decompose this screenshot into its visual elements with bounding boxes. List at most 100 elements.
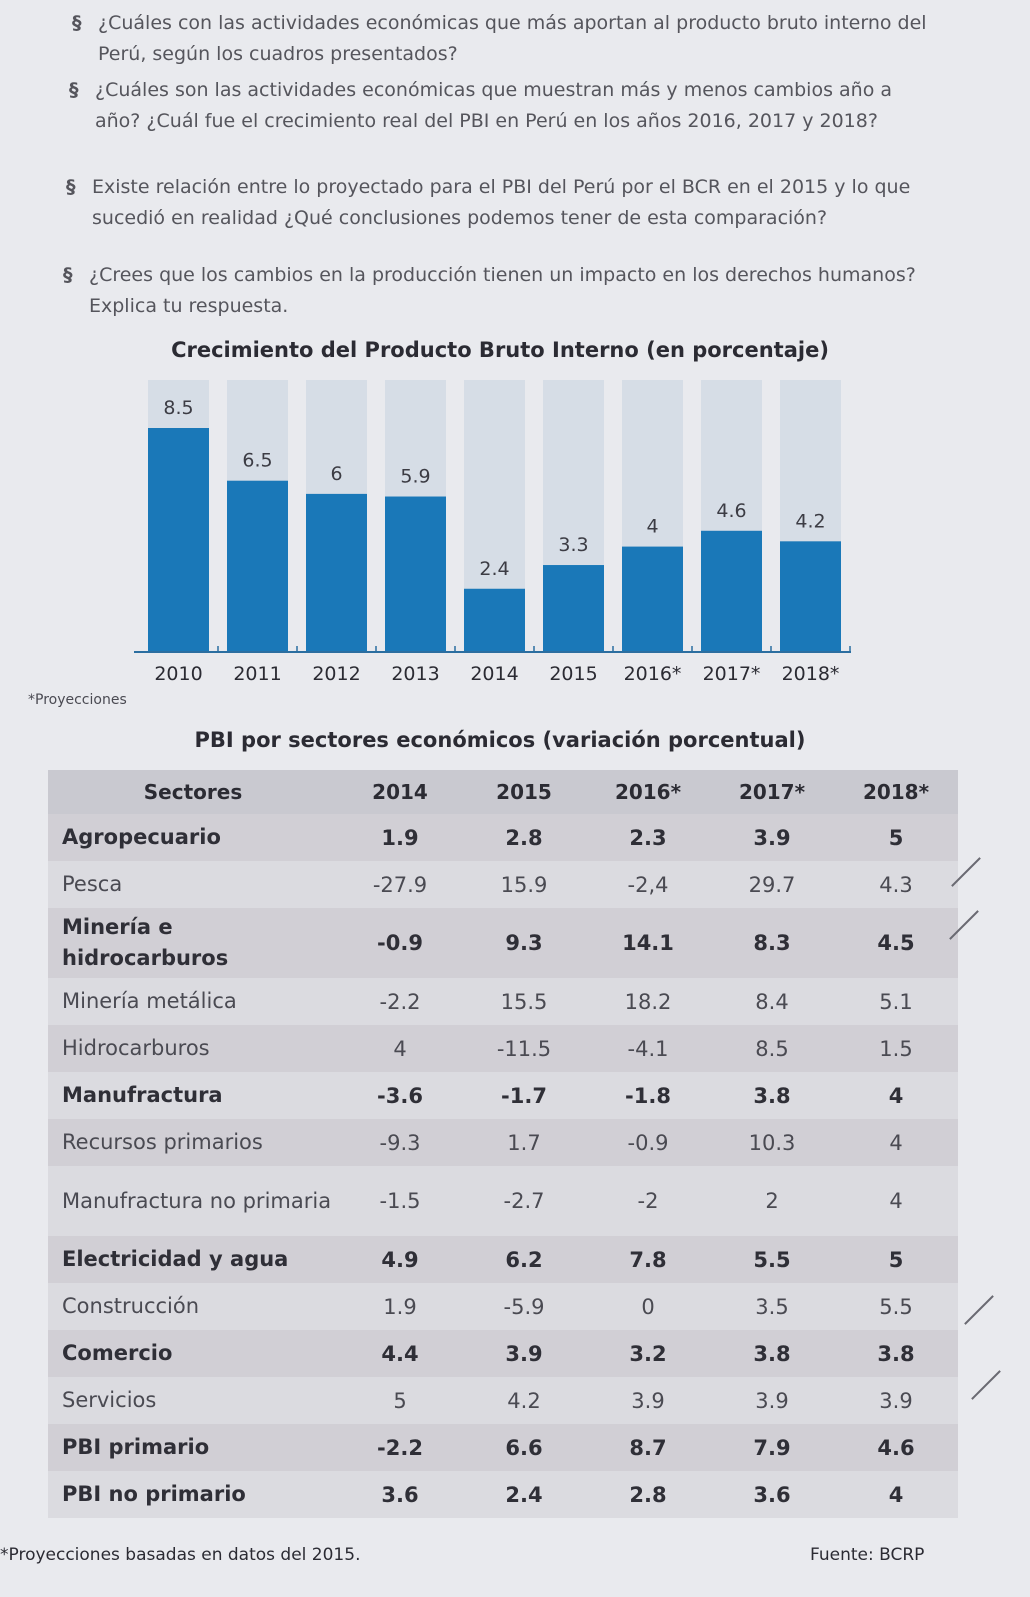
table-cell: -1.8 (625, 1083, 671, 1108)
table-cell: 3.5 (755, 1294, 789, 1319)
table-cell: 3.9 (505, 1341, 543, 1366)
table-cell: 9.3 (505, 931, 543, 955)
table-row: Agropecuario 1.9 2.8 2.3 3.9 5 (48, 814, 958, 861)
chart-note: *Proyecciones (28, 692, 127, 708)
question-2: § ¿Cuáles son las actividades económicas… (69, 75, 935, 137)
table-row: Electricidad y agua 4.9 6.2 7.8 5.5 5 (48, 1236, 958, 1283)
table-cell: 2.8 (629, 1482, 667, 1507)
bar-value-label: 4.6 (716, 500, 746, 522)
question-3-text: Existe relación entre lo proyectado para… (92, 176, 911, 229)
section-bullet: § (72, 12, 82, 34)
table-cell: 6.6 (505, 1435, 543, 1460)
table-cell: 4.6 (877, 1435, 915, 1460)
table-cell: -2,4 (627, 872, 669, 897)
sector-name: Electricidad y agua (62, 1247, 289, 1271)
table-cell: -2.7 (503, 1189, 545, 1213)
bar-2012 (306, 493, 367, 652)
x-tick-label: 2012 (312, 663, 360, 685)
table-cell: 5.5 (879, 1294, 913, 1319)
gdp-growth-bar-chart: 8.5 2010 6.5 2011 6 2012 5.9 2013 2.4 2014 3.3 2015… (134, 380, 851, 685)
sector-name: PBI no primario (62, 1482, 246, 1506)
section-bullet: § (66, 176, 76, 198)
bar-2011 (227, 480, 288, 652)
table-row: PBI no primario 3.6 2.4 2.8 3.6 4 (48, 1471, 958, 1518)
sector-name: Manufractura (62, 1083, 223, 1107)
table-cell: 4.9 (381, 1247, 419, 1272)
table-row: PBI primario -2.2 6.6 8.7 7.9 4.6 (48, 1424, 958, 1471)
table-cell: 15.9 (500, 872, 548, 897)
table-cell: 15.5 (500, 989, 548, 1014)
bar-value-label: 4 (646, 516, 658, 538)
table-row: Pesca -27.9 15.9 -2,4 29.7 4.3 (48, 861, 958, 908)
chart-title: Crecimiento del Producto Bruto Interno (… (171, 338, 829, 362)
header-year: 2017* (738, 780, 806, 804)
table-cell: 4 (888, 1482, 904, 1507)
table-cell: 18.2 (624, 989, 672, 1014)
table-cell: 4 (393, 1036, 407, 1061)
table-cell: -9.3 (379, 1130, 421, 1155)
table-cell: 3.8 (753, 1083, 791, 1108)
section-bullet: § (63, 264, 73, 286)
table-cell: 0 (641, 1294, 655, 1319)
bar-2018 (780, 541, 841, 652)
bar-value-label: 2.4 (479, 558, 509, 580)
table-cell: 1.7 (507, 1130, 541, 1155)
sector-name: Recursos primarios (62, 1130, 263, 1154)
sector-name: Servicios (62, 1388, 157, 1412)
table-cell: 4 (889, 1130, 903, 1155)
table-cell: 5 (393, 1388, 407, 1413)
x-tick-label: 2010 (154, 663, 202, 685)
bar-2016 (622, 546, 683, 652)
table-header: Sectores 2014 2015 2016* 2017* 2018* (48, 770, 958, 814)
table-cell: 1.9 (381, 825, 419, 850)
bar-value-label: 8.5 (163, 397, 193, 419)
header-year: 2014 (372, 780, 428, 804)
table-cell: 3.8 (877, 1341, 915, 1366)
question-4: § ¿Crees que los cambios en la producció… (63, 260, 949, 322)
table-cell: 3.2 (629, 1341, 667, 1366)
x-tick-label: 2013 (391, 663, 439, 685)
table-cell: -4.1 (627, 1036, 669, 1061)
pencil-mark (971, 1370, 1001, 1400)
table-cell: 10.3 (748, 1130, 796, 1155)
table-cell: -0.9 (377, 931, 423, 955)
bar-2014 (464, 588, 525, 652)
table-cell: -11.5 (496, 1036, 552, 1061)
pencil-mark (964, 1295, 994, 1325)
table-cell: 8.7 (629, 1435, 667, 1460)
header-year: 2015 (496, 780, 552, 804)
bar-2017 (701, 530, 762, 652)
bar-value-label: 4.2 (795, 510, 825, 532)
table-cell: 3.6 (381, 1482, 419, 1507)
question-2-text: ¿Cuáles son las actividades económicas q… (95, 79, 893, 132)
table-row: Manufractura no primaria -1.5 -2.7 -2 2 4 (48, 1166, 958, 1236)
sector-name: Manufractura no primaria (62, 1188, 332, 1213)
section-bullet: § (69, 79, 79, 101)
table-cell: 5.5 (753, 1247, 791, 1272)
table-cell: -5.9 (503, 1294, 545, 1319)
table-footnote: *Proyecciones basadas en datos del 2015. (0, 1545, 361, 1565)
sector-name: Pesca (62, 872, 123, 896)
table-cell: -2.2 (377, 1435, 423, 1460)
table-cell: 4.5 (877, 931, 915, 955)
table-cell: -1.7 (501, 1083, 547, 1108)
table-cell: 4.4 (381, 1341, 419, 1366)
sector-name: Hidrocarburos (62, 1036, 210, 1060)
sector-name: Comercio (62, 1341, 173, 1365)
table-row: Recursos primarios -9.3 1.7 -0.9 10.3 4 (48, 1119, 958, 1166)
table-cell: 7.9 (753, 1435, 791, 1460)
table-title: PBI por sectores económicos (variación p… (194, 728, 806, 752)
table-cell: 3.9 (879, 1388, 913, 1413)
table-cell: -27.9 (372, 872, 428, 897)
bar-2010 (148, 428, 209, 652)
source-note: Fuente: BCRP (810, 1545, 925, 1565)
table-row: Comercio 4.4 3.9 3.2 3.8 3.8 (48, 1330, 958, 1377)
table-cell: 3.8 (753, 1341, 791, 1366)
table-cell: 8.5 (755, 1036, 789, 1061)
table-cell: 3.9 (631, 1388, 665, 1413)
table-cell: 1.5 (879, 1036, 913, 1061)
question-1: § ¿Cuáles con las actividades económicas… (72, 8, 928, 70)
table-cell: -2 (637, 1189, 659, 1213)
table-cell: 3.9 (753, 825, 791, 850)
question-4-text: ¿Crees que los cambios en la producción … (89, 264, 916, 317)
